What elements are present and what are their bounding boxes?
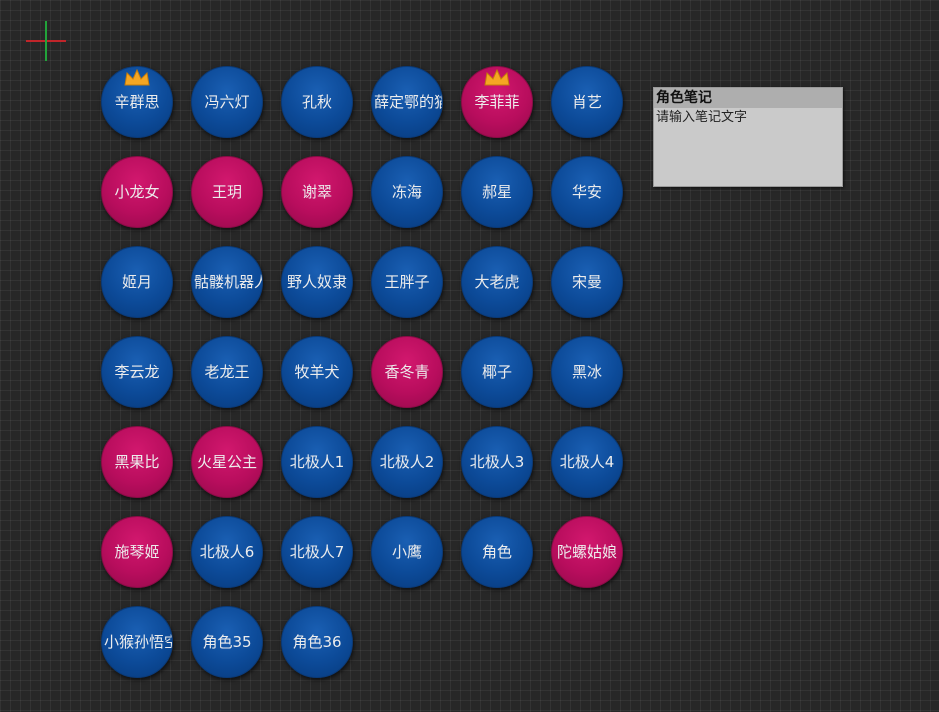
character-name: 王胖子	[384, 273, 430, 291]
character-name: 香冬青	[384, 363, 430, 381]
character-name: 郝星	[481, 183, 512, 201]
character-name: 北极人1	[289, 453, 345, 471]
character-node[interactable]: 火星公主	[191, 426, 263, 498]
character-name: 角色36	[292, 633, 342, 651]
character-name: 野人奴隶	[286, 273, 347, 291]
character-node[interactable]: 郝星	[461, 156, 533, 228]
character-name: 椰子	[481, 363, 512, 381]
character-name: 火星公主	[196, 453, 257, 471]
character-node[interactable]: 黑果比	[101, 426, 173, 498]
origin-y-axis-marker	[45, 21, 47, 61]
character-node[interactable]: 孔秋	[281, 66, 353, 138]
character-node[interactable]: 李菲菲	[461, 66, 533, 138]
character-node[interactable]: 宋曼	[551, 246, 623, 318]
character-name: 李菲菲	[474, 93, 520, 111]
character-name: 黑冰	[571, 363, 602, 381]
character-name: 辛群思	[114, 93, 160, 111]
character-name: 小猴孙悟空	[104, 633, 172, 651]
character-node[interactable]: 冻海	[371, 156, 443, 228]
character-node[interactable]: 黑冰	[551, 336, 623, 408]
character-name: 黑果比	[114, 453, 160, 471]
character-node[interactable]: 北极人4	[551, 426, 623, 498]
character-node[interactable]: 小龙女	[101, 156, 173, 228]
character-node[interactable]: 陀螺姑娘	[551, 516, 623, 588]
character-node[interactable]: 小猴孙悟空	[101, 606, 173, 678]
character-node[interactable]: 冯六灯	[191, 66, 263, 138]
character-node[interactable]: 角色36	[281, 606, 353, 678]
character-name: 老龙王	[204, 363, 250, 381]
character-node[interactable]: 肖艺	[551, 66, 623, 138]
character-node[interactable]: 谢翠	[281, 156, 353, 228]
character-name: 骷髅机器人	[194, 273, 262, 291]
character-node[interactable]: 椰子	[461, 336, 533, 408]
character-node[interactable]: 姬月	[101, 246, 173, 318]
crown-icon	[123, 68, 151, 87]
character-name: 陀螺姑娘	[556, 543, 617, 561]
character-name: 肖艺	[571, 93, 602, 111]
character-node[interactable]: 角色	[461, 516, 533, 588]
notes-input[interactable]: 请输入笔记文字	[656, 110, 748, 125]
character-name: 北极人2	[379, 453, 435, 471]
character-name: 宋曼	[571, 273, 602, 291]
character-node[interactable]: 北极人7	[281, 516, 353, 588]
character-name: 牧羊犬	[294, 363, 340, 381]
character-name: 姬月	[121, 273, 152, 291]
character-node[interactable]: 野人奴隶	[281, 246, 353, 318]
character-node[interactable]: 李云龙	[101, 336, 173, 408]
character-name: 北极人6	[199, 543, 255, 561]
character-name: 冯六灯	[204, 93, 250, 111]
character-node[interactable]: 骷髅机器人	[191, 246, 263, 318]
character-node[interactable]: 北极人3	[461, 426, 533, 498]
character-node[interactable]: 施琴姬	[101, 516, 173, 588]
character-name: 北极人7	[289, 543, 345, 561]
notes-title: 角色笔记	[654, 88, 842, 108]
character-name: 北极人3	[469, 453, 525, 471]
character-name: 薛定鄂的猫	[374, 93, 442, 111]
character-node[interactable]: 角色35	[191, 606, 263, 678]
crown-icon	[483, 68, 511, 87]
character-name: 施琴姬	[114, 543, 160, 561]
character-node[interactable]: 华安	[551, 156, 623, 228]
character-name: 大老虎	[474, 273, 520, 291]
character-node[interactable]: 薛定鄂的猫	[371, 66, 443, 138]
character-notes-panel: 角色笔记 请输入笔记文字	[653, 87, 843, 187]
character-node[interactable]: 北极人2	[371, 426, 443, 498]
character-node[interactable]: 大老虎	[461, 246, 533, 318]
character-node[interactable]: 老龙王	[191, 336, 263, 408]
character-name: 孔秋	[301, 93, 332, 111]
character-name: 小龙女	[114, 183, 160, 201]
character-name: 李云龙	[114, 363, 160, 381]
character-node[interactable]: 王玥	[191, 156, 263, 228]
character-node[interactable]: 北极人6	[191, 516, 263, 588]
character-name: 谢翠	[301, 183, 332, 201]
character-name: 冻海	[391, 183, 422, 201]
character-node[interactable]: 香冬青	[371, 336, 443, 408]
character-node[interactable]: 北极人1	[281, 426, 353, 498]
character-name: 华安	[571, 183, 602, 201]
character-name: 北极人4	[559, 453, 615, 471]
character-name: 小鹰	[391, 543, 422, 561]
character-name: 王玥	[211, 183, 242, 201]
character-node[interactable]: 牧羊犬	[281, 336, 353, 408]
character-name: 角色35	[202, 633, 252, 651]
character-node[interactable]: 小鹰	[371, 516, 443, 588]
character-name: 角色	[481, 543, 512, 561]
character-node[interactable]: 王胖子	[371, 246, 443, 318]
character-node[interactable]: 辛群思	[101, 66, 173, 138]
